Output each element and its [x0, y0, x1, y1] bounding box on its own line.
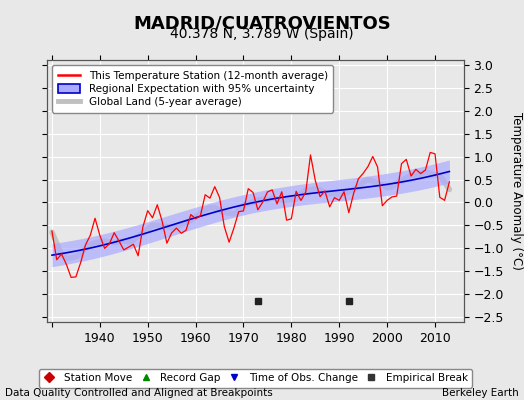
Y-axis label: Temperature Anomaly (°C): Temperature Anomaly (°C) — [509, 112, 522, 270]
Text: Data Quality Controlled and Aligned at Breakpoints: Data Quality Controlled and Aligned at B… — [5, 388, 273, 398]
Text: 40.378 N, 3.789 W (Spain): 40.378 N, 3.789 W (Spain) — [170, 27, 354, 41]
Text: MADRID/CUATROVIENTOS: MADRID/CUATROVIENTOS — [133, 14, 391, 32]
Legend: Station Move, Record Gap, Time of Obs. Change, Empirical Break: Station Move, Record Gap, Time of Obs. C… — [39, 369, 472, 388]
Text: Berkeley Earth: Berkeley Earth — [442, 388, 519, 398]
